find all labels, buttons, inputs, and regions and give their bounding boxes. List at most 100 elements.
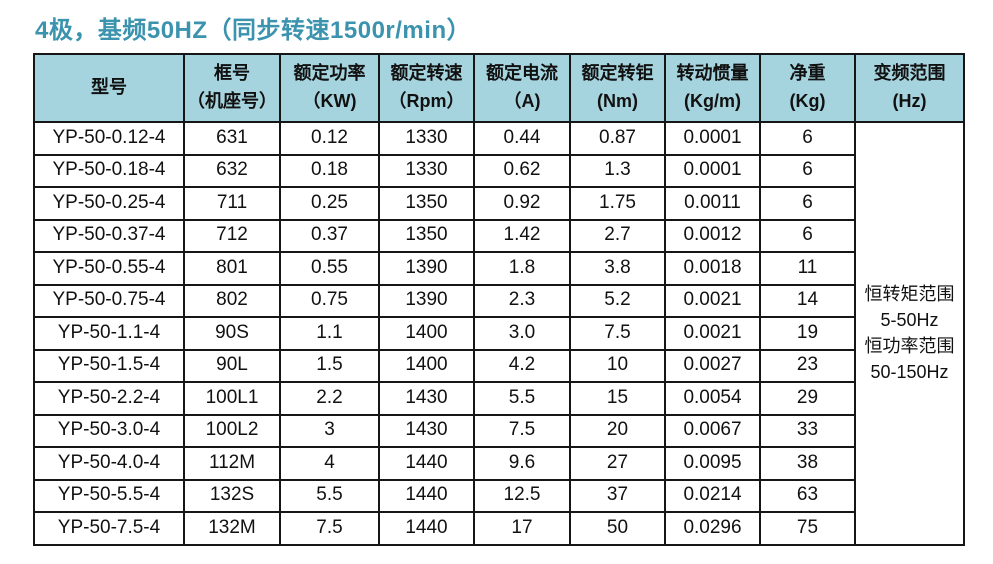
table-cell: 12.5 [473, 478, 571, 513]
table-cell: 112M [183, 446, 281, 481]
table-cell: 14 [759, 283, 856, 318]
table-cell: 0.18 [279, 153, 380, 188]
table-cell: 100L2 [183, 413, 281, 448]
table-cell: 0.0012 [664, 218, 761, 253]
table-cell: YP-50-5.5-4 [33, 478, 185, 513]
freq-range-line: 5-50Hz [880, 310, 939, 331]
table-cell: 632 [183, 153, 281, 188]
table-cell: 1.8 [473, 251, 571, 286]
column-header-line1: 额定转速 [390, 63, 463, 84]
table-cell: 9.6 [473, 446, 571, 481]
table-cell: YP-50-4.0-4 [33, 446, 185, 481]
table-header-row: 型号 框号 （机座号） 额定功率 （KW) 额定转速 （Rpm） 额定电流 （A) 额定转钜 (Nm… [33, 53, 965, 123]
table-cell: 1440 [378, 478, 475, 513]
column-header-line1: 变频范围 [873, 63, 946, 84]
table-cell: 0.0021 [664, 283, 761, 318]
column-header-line2: (Hz) [892, 91, 927, 111]
table-row: YP-50-0.55-4 801 0.55 1390 1.8 3.8 0.0018 11 [33, 251, 964, 286]
table-cell: 1390 [378, 251, 475, 286]
table-cell: 17 [473, 511, 571, 546]
freq-range-line: 恒转矩范围 [864, 284, 955, 305]
column-header-2: 框号 （机座号） [183, 53, 281, 123]
table-cell: 10 [569, 348, 666, 383]
table-cell: 801 [183, 251, 281, 286]
table-cell: 19 [759, 316, 856, 351]
table-cell: 63 [759, 478, 856, 513]
table-cell: 1350 [378, 218, 475, 253]
table-cell: 1330 [378, 153, 475, 188]
table-cell: 6 [759, 218, 856, 253]
table-row: YP-50-0.12-4 631 0.12 1330 0.44 0.87 0.0001 6 恒转… [33, 121, 965, 546]
table-cell: 0.0001 [664, 121, 761, 156]
table-cell: 1400 [378, 316, 475, 351]
table-cell: 75 [759, 511, 856, 546]
column-header-line1: 型号 [91, 77, 127, 98]
column-header-line2: （Rpm） [388, 91, 465, 111]
table-cell: 5.2 [569, 283, 666, 318]
table-row: YP-50-2.2-4 100L1 2.2 1430 5.5 15 0.0054 29 [33, 381, 964, 416]
table-cell: 1440 [378, 511, 475, 546]
column-header-5: 额定电流 （A) [473, 53, 571, 123]
table-cell: 4 [279, 446, 380, 481]
table-cell: 0.62 [473, 153, 571, 188]
column-header-line2: （机座号） [187, 91, 277, 111]
table-cell: 0.0296 [664, 511, 761, 546]
table-cell: 6 [759, 186, 856, 221]
table-cell: YP-50-0.25-4 [33, 186, 185, 221]
table-cell: YP-50-2.2-4 [33, 381, 185, 416]
table-cell: 11 [759, 251, 856, 286]
column-header-3: 额定功率 （KW) [279, 53, 380, 123]
table-cell: 1.75 [569, 186, 666, 221]
table-cell: 1.5 [279, 348, 380, 383]
table-cell: 1430 [378, 413, 475, 448]
table-cell: 0.0214 [664, 478, 761, 513]
table-cell: 5.5 [473, 381, 571, 416]
freq-range-line: 50-150Hz [870, 362, 949, 383]
table-cell: 0.12 [279, 121, 380, 156]
column-header-6: 额定转钜 (Nm) [569, 53, 666, 123]
table-cell: 0.0011 [664, 186, 761, 221]
column-header-line2: （KW) [302, 91, 357, 111]
table-cell: 90S [183, 316, 281, 351]
table-cell: 33 [759, 413, 856, 448]
table-cell: 0.0067 [664, 413, 761, 448]
column-header-4: 额定转速 （Rpm） [378, 53, 475, 123]
table-cell: 712 [183, 218, 281, 253]
table-cell: 0.0027 [664, 348, 761, 383]
column-header-1: 型号 [33, 53, 185, 123]
table-row: YP-50-0.25-4 711 0.25 1350 0.92 1.75 0.0011 6 [33, 186, 964, 221]
table-cell: 38 [759, 446, 856, 481]
column-header-line2: （A) [503, 91, 541, 111]
table-row: YP-50-7.5-4 132M 7.5 1440 17 50 0.0296 75 [33, 511, 964, 546]
column-header-line1: 转动惯量 [676, 63, 749, 84]
table-cell: 3.0 [473, 316, 571, 351]
table-cell: 0.75 [279, 283, 380, 318]
table-cell: 23 [759, 348, 856, 383]
table-cell: 1330 [378, 121, 475, 156]
table-row: YP-50-1.5-4 90L 1.5 1400 4.2 10 0.0027 23 [33, 348, 964, 383]
table-row: YP-50-0.37-4 712 0.37 1350 1.42 2.7 0.0012 6 [33, 218, 964, 253]
table-cell: YP-50-0.18-4 [33, 153, 185, 188]
table-cell: 4.2 [473, 348, 571, 383]
column-header-line2: (Kg) [789, 91, 826, 111]
table-cell: 0.25 [279, 186, 380, 221]
table-cell: 1400 [378, 348, 475, 383]
column-header-line1: 额定电流 [486, 63, 558, 84]
table-cell: 0.0001 [664, 153, 761, 188]
table-cell: 0.0095 [664, 446, 761, 481]
table-cell: 7.5 [473, 413, 571, 448]
freq-range-line: 恒功率范围 [864, 336, 955, 357]
table-row: YP-50-0.18-4 632 0.18 1330 0.62 1.3 0.0001 6 [33, 153, 964, 188]
table-cell: YP-50-0.75-4 [33, 283, 185, 318]
table-cell: YP-50-0.37-4 [33, 218, 185, 253]
table-cell: YP-50-3.0-4 [33, 413, 185, 448]
table-cell: 0.44 [473, 121, 571, 156]
table-cell: 0.37 [279, 218, 380, 253]
column-header-line1: 框号 [214, 63, 250, 84]
table-cell: 27 [569, 446, 666, 481]
table-cell: 90L [183, 348, 281, 383]
table-cell: 20 [569, 413, 666, 448]
column-header-line1: 额定转钜 [581, 63, 654, 84]
table-row: YP-50-1.1-4 90S 1.1 1400 3.0 7.5 0.0021 19 [33, 316, 964, 351]
page-title: 4极，基频50HZ（同步转速1500r/min） [35, 17, 472, 44]
